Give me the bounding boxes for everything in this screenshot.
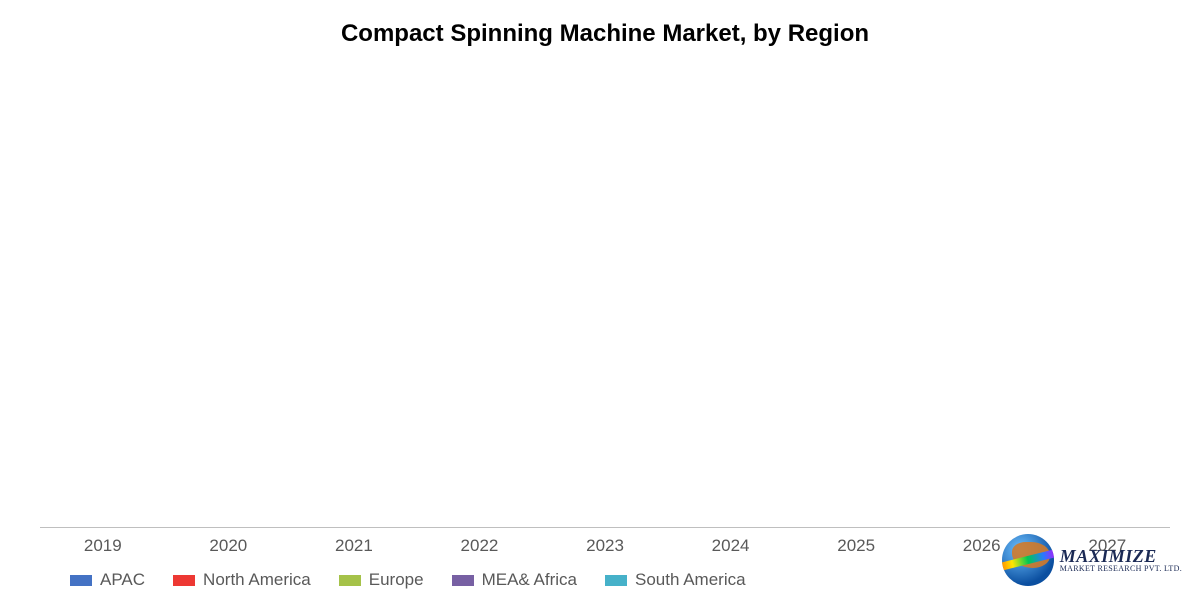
chart-title: Compact Spinning Machine Market, by Regi… (40, 20, 1170, 48)
legend-label: North America (203, 570, 311, 590)
legend-swatch (605, 575, 627, 586)
x-tick-label: 2023 (542, 536, 668, 556)
legend-swatch (339, 575, 361, 586)
legend-swatch (173, 575, 195, 586)
legend-item: MEA& Africa (452, 570, 577, 590)
legend-label: APAC (100, 570, 145, 590)
brand-logo: MAXIMIZE MARKET RESEARCH PVT. LTD. (1002, 534, 1182, 586)
legend-item: APAC (70, 570, 145, 590)
plot-row (40, 48, 1170, 528)
legend-swatch (70, 575, 92, 586)
legend-item: North America (173, 570, 311, 590)
legend: APAC North America Europe MEA& Africa South … (40, 570, 1170, 590)
chart-container: Compact Spinning Machine Market, by Regi… (0, 0, 1200, 600)
x-tick-label: 2022 (417, 536, 543, 556)
x-tick-label: 2021 (291, 536, 417, 556)
x-tick-label: 2020 (166, 536, 292, 556)
x-tick-label: 2025 (793, 536, 919, 556)
globe-icon (1002, 534, 1054, 586)
plot-area (40, 48, 1170, 528)
x-tick-label: 2019 (40, 536, 166, 556)
legend-item: South America (605, 570, 746, 590)
legend-label: MEA& Africa (482, 570, 577, 590)
x-tick-label: 2024 (668, 536, 794, 556)
logo-line2: MARKET RESEARCH PVT. LTD. (1060, 565, 1182, 573)
legend-label: South America (635, 570, 746, 590)
legend-item: Europe (339, 570, 424, 590)
x-axis-labels: 201920202021202220232024202520262027 (40, 536, 1170, 556)
logo-text: MAXIMIZE MARKET RESEARCH PVT. LTD. (1060, 547, 1182, 573)
legend-label: Europe (369, 570, 424, 590)
logo-line1: MAXIMIZE (1060, 547, 1182, 565)
legend-swatch (452, 575, 474, 586)
